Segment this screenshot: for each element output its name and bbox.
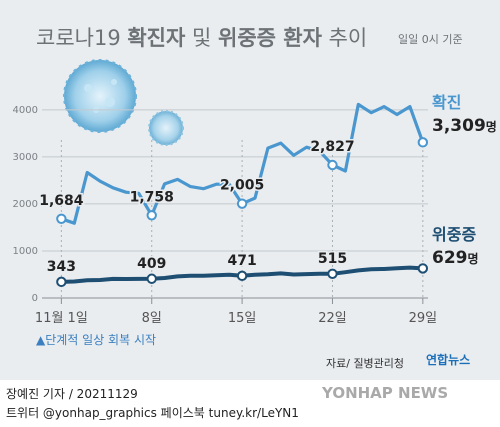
y-tick-label: 3000 xyxy=(13,152,38,163)
watermark: YONHAP NEWS xyxy=(322,384,449,402)
agency-logo: 연합뉴스 xyxy=(426,353,471,367)
data-label: 1,758 xyxy=(130,189,174,205)
y-tick-label: 1000 xyxy=(13,246,38,257)
data-label: 2,005 xyxy=(220,178,264,194)
chart-title: 코로나19 확진자 및 위중증 환자 추이 xyxy=(36,22,367,52)
data-point xyxy=(146,273,157,284)
data-label: 343 xyxy=(47,259,76,275)
end-value-unit: 명 xyxy=(486,120,497,134)
end-value-unit: 명 xyxy=(468,252,479,266)
virus-illustration xyxy=(63,59,137,133)
data-label: 409 xyxy=(137,256,166,272)
data-label: 471 xyxy=(227,253,256,269)
title-critical: 위중증 환자 xyxy=(218,26,322,50)
data-point xyxy=(236,198,248,209)
data-label: 2,827 xyxy=(310,139,354,155)
data-point xyxy=(327,159,338,171)
series-end-value: 629명 xyxy=(432,248,479,268)
title-note: 일일 0시 기준 xyxy=(398,33,463,46)
x-tick-label: 29일 xyxy=(409,311,438,326)
source-text: 자료/ 질병관리청 xyxy=(326,357,405,370)
x-tick-label: 22일 xyxy=(318,311,347,326)
series-end-value: 3,309명 xyxy=(432,116,497,136)
y-tick-label: 0 xyxy=(32,293,38,304)
virus-illustration-small xyxy=(148,110,184,146)
end-value-number: 3,309 xyxy=(432,116,486,136)
data-point xyxy=(327,268,338,279)
series-end-name: 확진 xyxy=(432,93,461,112)
end-value-number: 629 xyxy=(432,248,468,268)
data-point xyxy=(236,270,248,282)
data-label: 1,684 xyxy=(39,193,84,209)
series-end-name: 위중증 xyxy=(432,225,476,244)
data-point xyxy=(56,276,67,288)
y-tick-label: 2000 xyxy=(13,199,38,210)
footnote: ▲단계적 일상 회복 시작 xyxy=(36,333,157,347)
title-part: 코로나19 xyxy=(36,26,128,50)
title-part: 및 xyxy=(185,26,218,50)
y-tick-label: 4000 xyxy=(13,105,38,116)
byline: 장예진 기자 / 20211129 xyxy=(6,387,138,401)
title-confirmed: 확진자 xyxy=(127,26,186,50)
data-point xyxy=(56,213,67,224)
data-point xyxy=(146,210,157,221)
end-point xyxy=(417,263,429,274)
x-tick-label: 15일 xyxy=(228,311,257,326)
line-chart: 0 1000 2000 3000 4000 11월 1일 8일 15일 22일 29일 1,684… xyxy=(13,59,497,326)
title-part: 추이 xyxy=(321,26,368,50)
x-tick-label: 11월 1일 xyxy=(35,311,88,326)
data-label: 515 xyxy=(318,251,347,267)
x-tick-label: 8일 xyxy=(142,311,162,326)
sns-info: 트위터 @yonhap_graphics 페이스북 tuney.kr/LeYN1 xyxy=(6,406,299,420)
end-point xyxy=(417,137,429,148)
